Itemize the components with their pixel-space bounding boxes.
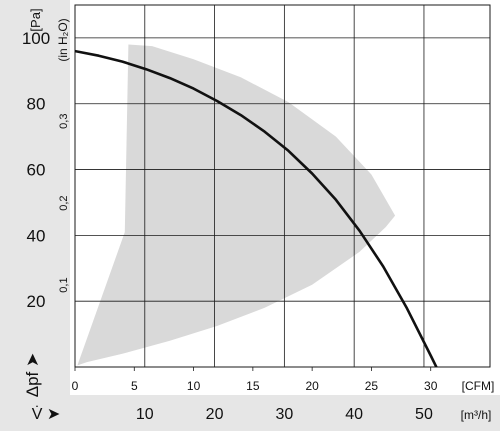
cfm-tick-label-15: 15 bbox=[246, 379, 260, 393]
inh2o-tick-label-1: 0,2 bbox=[58, 195, 70, 210]
pa-tick-label-60: 60 bbox=[27, 161, 46, 180]
left-axis-band bbox=[0, 0, 70, 431]
cfm-unit-label: [CFM] bbox=[462, 379, 495, 393]
m3h-tick-label-20: 20 bbox=[206, 406, 224, 423]
pa-tick-label-80: 80 bbox=[27, 95, 46, 114]
cfm-tick-label-0: 0 bbox=[72, 379, 79, 393]
pressure-symbol: Δpf ➤ bbox=[23, 353, 42, 398]
operating-area bbox=[77, 44, 396, 366]
inh2o-tick-label-0: 0,1 bbox=[58, 277, 70, 292]
pa-unit-label: [Pa] bbox=[28, 8, 43, 31]
m3h-tick-label-10: 10 bbox=[136, 406, 154, 423]
pa-tick-label-40: 40 bbox=[27, 226, 46, 245]
cfm-tick-label-10: 10 bbox=[187, 379, 201, 393]
bottom-axis-band bbox=[0, 395, 500, 431]
plot-frame bbox=[74, 4, 491, 368]
m3h-tick-label-40: 40 bbox=[345, 406, 363, 423]
fan-curve-0 bbox=[75, 49, 438, 367]
inh2o-unit-label: (in H₂O) bbox=[56, 18, 70, 61]
m3h-unit-label: [m³/h] bbox=[461, 408, 492, 422]
flow-symbol: V̇ ➤ bbox=[32, 405, 61, 423]
cfm-tick-label-5: 5 bbox=[131, 379, 138, 393]
m3h-tick-label-50: 50 bbox=[415, 406, 433, 423]
m3h-tick-label-30: 30 bbox=[275, 406, 293, 423]
cfm-tick-label-20: 20 bbox=[305, 379, 319, 393]
cfm-tick-label-25: 25 bbox=[365, 379, 379, 393]
inh2o-tick-label-2: 0,3 bbox=[58, 114, 70, 129]
pa-tick-label-100: 100 bbox=[22, 29, 50, 48]
pa-tick-label-20: 20 bbox=[27, 292, 46, 311]
cfm-tick-label-30: 30 bbox=[424, 379, 438, 393]
